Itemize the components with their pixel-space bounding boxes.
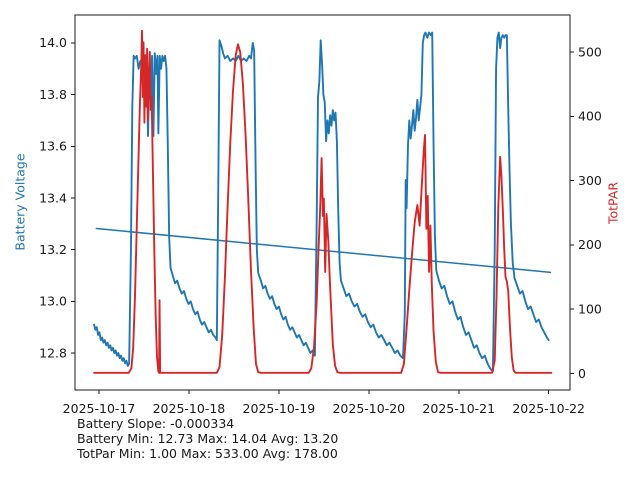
left-y-tick-label: 14.0	[39, 35, 67, 50]
left-y-tick-label: 13.4	[39, 190, 67, 205]
x-tick-label: 2025-10-17	[63, 401, 136, 416]
left-y-tick-label: 13.0	[39, 294, 67, 309]
x-tick-label: 2025-10-18	[153, 401, 226, 416]
left-y-tick-label: 13.8	[39, 87, 67, 102]
x-tick-label: 2025-10-20	[332, 401, 405, 416]
stat-totpar-min-max-avg: TotPar Min: 1.00 Max: 533.00 Avg: 178.00	[77, 445, 338, 461]
stat-battery-slope: Battery Slope: -0.000334	[77, 416, 235, 431]
right-y-tick-label: 100	[578, 301, 602, 316]
plot-border	[74, 14, 571, 391]
right-y-tick-label: 300	[578, 173, 602, 188]
left-y-tick-label: 13.6	[39, 139, 67, 154]
right-y-tick-label: 200	[578, 237, 602, 252]
stats-text-block: Battery Slope: -0.000334 Battery Min: 12…	[77, 416, 339, 461]
right-axis-label: TotPAR	[605, 181, 621, 225]
x-tick-label: 2025-10-21	[422, 401, 495, 416]
totpar-line	[93, 29, 553, 374]
battery-trend-line	[95, 227, 552, 274]
battery-voltage-line	[93, 31, 550, 373]
left-y-tick-label: 12.8	[39, 345, 67, 360]
right-y-tick-label: 500	[578, 44, 602, 59]
left-y-tick-label: 13.2	[39, 242, 67, 257]
x-tick-label: 2025-10-19	[243, 401, 316, 416]
left-axis-label: Battery Voltage	[12, 153, 28, 251]
stat-battery-min-max-avg: Battery Min: 12.73 Max: 14.04 Avg: 13.20	[77, 430, 339, 446]
x-tick-label: 2025-10-22	[512, 401, 585, 416]
right-y-tick-label: 400	[578, 109, 602, 124]
right-y-tick-label: 0	[578, 366, 586, 381]
